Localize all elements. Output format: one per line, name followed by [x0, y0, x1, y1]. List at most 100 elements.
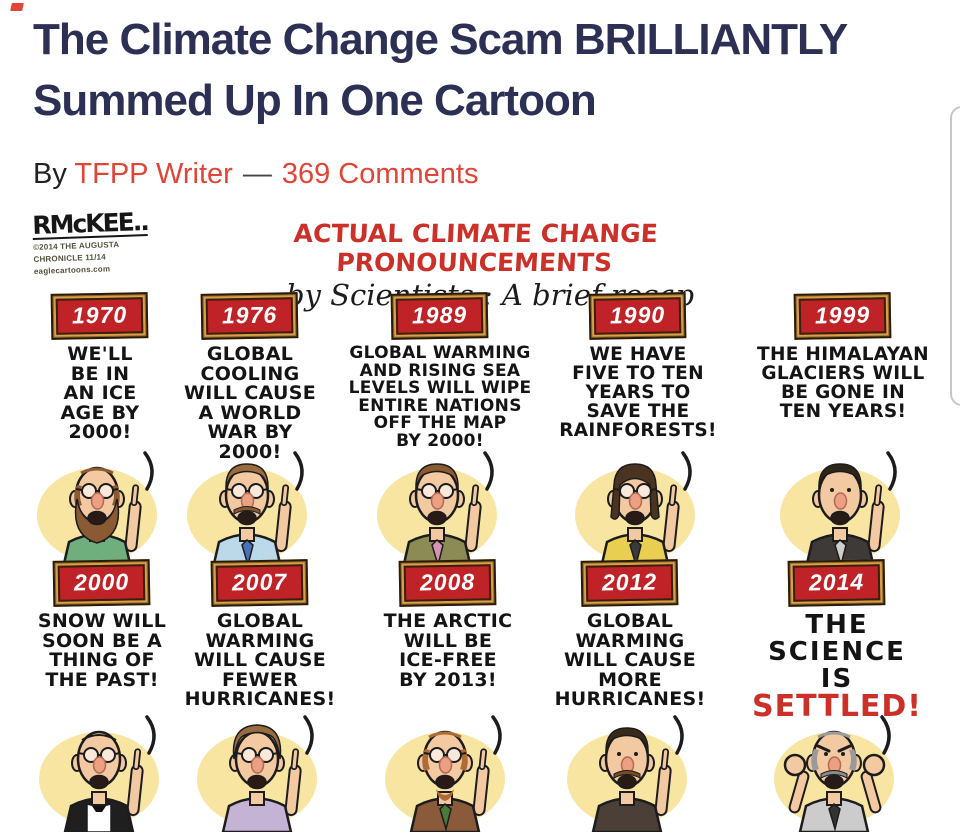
panel-caption: GLOBAL COOLING WILL CAUSE A WORLD WAR BY 2000… [155, 343, 345, 463]
byline-prefix: By [33, 158, 75, 190]
caption-line: A WORLD [198, 401, 302, 424]
caption-line: OFF THE MAP [373, 413, 507, 433]
scientist-jacket-icon [780, 451, 900, 570]
cartoon-panel: 2014 THE SCIENCE IS SETTLED! [742, 559, 932, 834]
caption-line: GLOBAL [216, 610, 304, 632]
angry-scientist-fists-icon [774, 715, 894, 834]
caption-line: 2000! [68, 421, 132, 444]
caption-line: WE HAVE [589, 344, 687, 365]
year-badge: 1989 [391, 292, 489, 340]
year-label: 1999 [799, 297, 887, 335]
caption-line: COOLING [200, 362, 300, 385]
scientist-figure [762, 707, 912, 834]
caption-line: FEWER [221, 668, 299, 691]
year-label: 1989 [396, 297, 484, 335]
cartoon-title: ACTUAL CLIMATE CHANGE PRONOUNCEMENTS [292, 219, 659, 277]
cartoon-panel: 2000 SNOW WILL SOON BE A THING OF THE PAST! [7, 559, 197, 834]
scientist-figure [27, 707, 177, 834]
copyright-line: ©2014 THE AUGUSTA [32, 239, 120, 252]
caption-line: HURRICANES! [184, 688, 336, 711]
caption-line: ICE-FREE [399, 649, 497, 672]
author-link[interactable]: TFPP Writer [74, 158, 233, 190]
caption-line: YEARS TO [585, 382, 691, 404]
caption-line: THE PAST! [45, 668, 159, 691]
year-label: 2012 [586, 564, 674, 602]
year-badge: 1999 [794, 292, 892, 340]
cartoon-panel: 1970 WE'LL BE IN AN ICE AGE BY 2000! [5, 292, 195, 570]
caption-line: GLACIERS WILL [761, 363, 925, 385]
cartoon-panel: 2012 GLOBAL WARMING WILL CAUSE MORE HURRICAN… [535, 559, 725, 834]
year-label: 1990 [594, 297, 682, 335]
caption-line: SOON BE A [42, 629, 162, 652]
year-label: 2008 [404, 564, 492, 602]
panel-caption: THE ARCTIC WILL BE ICE-FREE BY 2013! [353, 611, 543, 690]
year-badge: 2000 [53, 559, 151, 607]
caption-line: MORE [598, 668, 662, 691]
artist-signature: RMcKEE.. ©2014 THE AUGUSTA CHRONICLE 11/… [31, 207, 150, 276]
caption-line: RAINFORESTS! [559, 420, 717, 442]
scientist-figure [373, 707, 523, 834]
caption-line: GLOBAL [206, 343, 294, 365]
panel-caption: WE'LL BE IN AN ICE AGE BY 2000! [5, 343, 195, 444]
scientist-figure [175, 443, 325, 570]
caption-line: THING OF [49, 649, 155, 672]
scientist-figure [563, 443, 713, 570]
cartoon-panel: 2007 GLOBAL WARMING WILL CAUSE FEWER HURRICA… [165, 559, 355, 834]
cartoon-panel: 2008 THE ARCTIC WILL BE ICE-FREE BY 2013! [353, 559, 543, 834]
publication-line: CHRONICLE 11/14 [33, 252, 106, 264]
byline: By TFPP Writer — 369 Comments [33, 158, 479, 191]
scientist-tuxedo-icon [39, 715, 159, 834]
caption-line: WARMING [575, 629, 685, 652]
caption-line: BE IN [70, 362, 130, 385]
caption-line: WILL CAUSE [193, 649, 326, 672]
caption-line: THE HIMALAYAN [757, 344, 929, 365]
year-label: 2000 [58, 564, 146, 602]
caption-line: WE'LL [67, 343, 133, 365]
panel-caption: GLOBAL WARMING WILL CAUSE MORE HURRICANES! [535, 611, 725, 710]
year-badge: 1976 [201, 292, 299, 340]
year-label: 2014 [793, 564, 881, 602]
scientist-figure [25, 443, 175, 570]
year-label: 2007 [216, 564, 304, 602]
year-label: 1970 [56, 297, 144, 335]
cartoon-panel: 1999 THE HIMALAYAN GLACIERS WILL BE GONE I… [748, 292, 938, 570]
caption-line: AND RISING SEA [359, 360, 521, 381]
caption-line: WILL BE [403, 629, 493, 652]
scientist-figure [185, 707, 335, 834]
cartoon-row-top: 1970 WE'LL BE IN AN ICE AGE BY 2000! 1976 GL… [0, 292, 940, 570]
caption-line: AGE BY [60, 401, 140, 424]
comments-link[interactable]: 369 Comments [281, 158, 479, 190]
cartoon-panel: 1990 WE HAVE FIVE TO TEN YEARS TO SAVE THE R… [543, 292, 733, 570]
caption-line: SAVE THE [586, 401, 690, 423]
panel-caption: GLOBAL WARMING WILL CAUSE FEWER HURRICANES! [165, 610, 355, 711]
scientist-goatee-icon [385, 715, 505, 834]
red-corner-artifact [10, 3, 24, 11]
panel-caption: THE HIMALAYAN GLACIERS WILL BE GONE IN TEN … [748, 345, 938, 421]
caption-line: 2000! [218, 440, 282, 463]
panel-caption: GLOBAL WARMING AND RISING SEA LEVELS WILL … [340, 343, 540, 450]
panel-caption: WE HAVE FIVE TO TEN YEARS TO SAVE THE RAINFO… [543, 345, 733, 440]
cartoon-panel: 1989 GLOBAL WARMING AND RISING SEA LEVELS … [345, 292, 535, 570]
scientist-plaid-icon [377, 451, 497, 570]
year-badge: 2012 [581, 559, 679, 607]
caption-line: SETTLED! [752, 689, 922, 725]
caption-line: BE GONE IN [780, 382, 906, 404]
caption-line: AN ICE [63, 382, 137, 405]
byline-separator: — [242, 158, 272, 190]
caption-line: GLOBAL WARMING [349, 343, 531, 363]
caption-line: IS [820, 663, 854, 694]
caption-line: SNOW WILL [37, 610, 167, 632]
year-badge: 2008 [399, 559, 497, 607]
panel-caption: THE SCIENCE IS SETTLED! [742, 612, 932, 723]
caption-line: TEN YEARS! [779, 401, 907, 423]
year-label: 1976 [206, 297, 294, 335]
year-badge: 1970 [51, 292, 149, 340]
scientist-mop-hair-icon [197, 715, 317, 834]
hippie-scientist-icon [37, 451, 157, 570]
scientist-woman-icon [575, 451, 695, 570]
artist-name: RMcKEE.. [31, 207, 149, 241]
syndicate-line: eaglecartoons.com [33, 264, 111, 276]
floating-side-widget[interactable] [950, 106, 960, 406]
cartoon-image: RMcKEE.. ©2014 THE AUGUSTA CHRONICLE 11/… [0, 205, 940, 834]
article-title: The Climate Change Scam BRILLIANTLY Summ… [33, 15, 847, 125]
